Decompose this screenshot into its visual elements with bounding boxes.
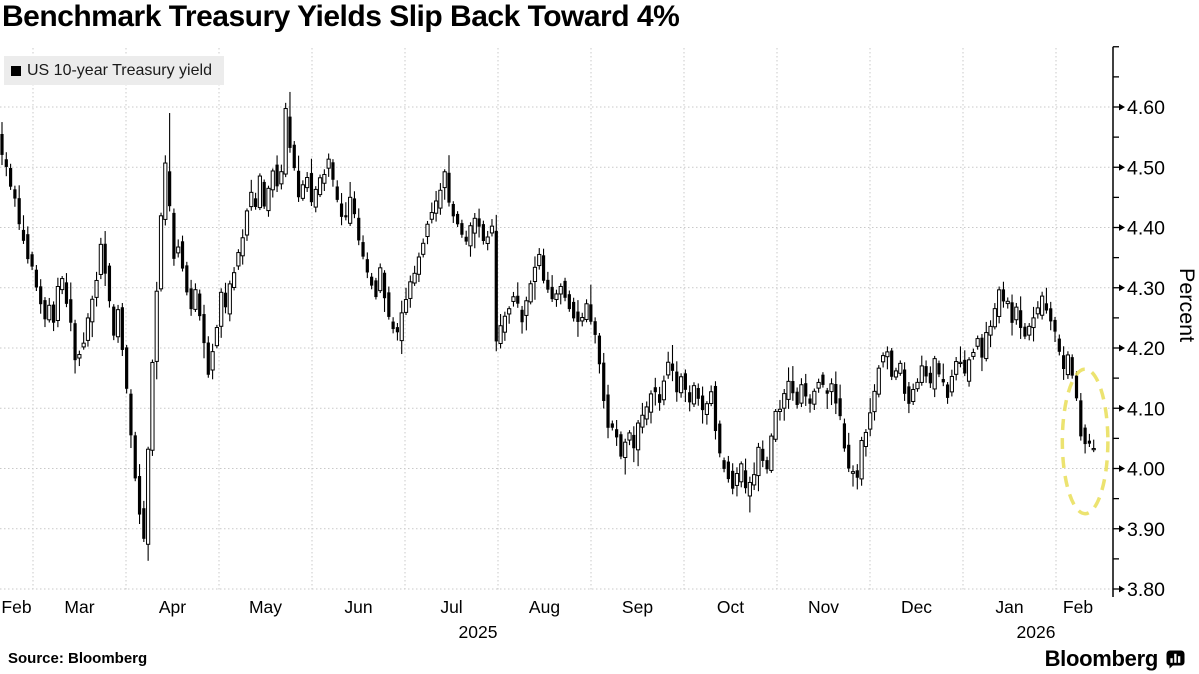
y-axis-labels: 3.80 3.90 4.00 4.10 4.20 4.30 4.40 4.50 4.60 [1119,97,1165,601]
svg-text:Sep: Sep [622,597,653,617]
svg-text:Aug: Aug [529,597,560,617]
svg-text:4.60: 4.60 [1127,97,1165,119]
svg-text:Dec: Dec [901,597,932,617]
bloomberg-logo: Bloomberg [1045,646,1185,672]
year-label: 2026 [1017,622,1056,642]
svg-text:4.30: 4.30 [1127,278,1165,300]
svg-text:Jun: Jun [344,597,372,617]
svg-text:Mar: Mar [64,597,94,617]
svg-text:Oct: Oct [717,597,744,617]
svg-text:4.20: 4.20 [1127,338,1165,360]
svg-text:4.00: 4.00 [1127,459,1165,481]
highlight-ellipse-annotation [1060,367,1110,516]
year-label: 2025 [459,622,498,642]
legend-label: US 10-year Treasury yield [27,61,212,79]
svg-text:Feb: Feb [1063,597,1093,617]
svg-text:4.10: 4.10 [1127,398,1165,420]
svg-text:Jan: Jan [995,597,1023,617]
legend-swatch-icon [11,65,21,76]
y-axis [1112,46,1119,597]
svg-text:4.40: 4.40 [1127,218,1165,240]
svg-text:3.90: 3.90 [1127,519,1165,541]
bloomberg-terminal-icon [1166,650,1185,668]
gridlines [0,48,1113,592]
y-axis-title: Percent [1175,268,1199,342]
bloomberg-wordmark: Bloomberg [1044,646,1159,671]
svg-text:3.80: 3.80 [1127,579,1165,601]
chart-title: Benchmark Treasury Yields Slip Back Towa… [2,0,680,33]
source-credit: Source: Bloomberg [8,650,148,667]
candlestick-series [0,91,1096,561]
svg-text:4.50: 4.50 [1127,157,1165,179]
x-axis-labels: Feb Mar Apr May Jun Jul Aug Sep Oct Nov Dec Jan Feb 2… [1,597,1093,642]
chart-legend: US 10-year Treasury yield [4,56,224,85]
svg-text:Feb: Feb [1,597,31,617]
svg-text:May: May [249,597,282,617]
svg-text:Apr: Apr [159,597,186,617]
svg-text:Jul: Jul [440,597,462,617]
svg-text:Nov: Nov [808,597,839,617]
